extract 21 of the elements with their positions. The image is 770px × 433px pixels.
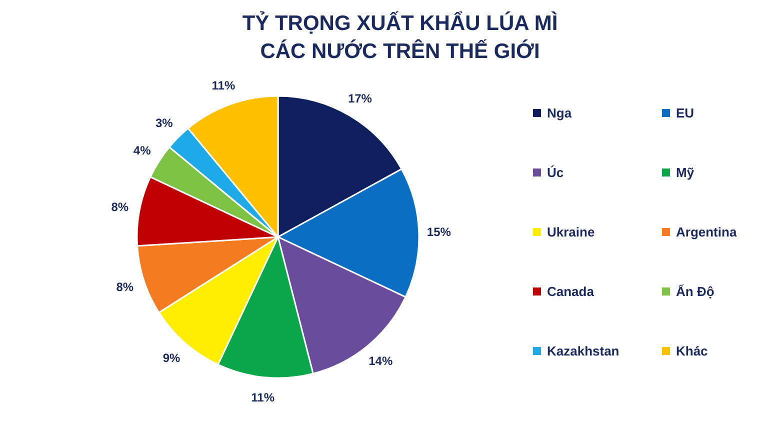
data-label: 9% [162,350,181,365]
legend-label: Khác [676,344,708,358]
legend-label: Mỹ [676,165,695,180]
legend-label: Kazakhstan [547,344,620,358]
legend-label: Canada [547,284,595,299]
data-label: 3% [155,116,174,130]
legend-label: Ukraine [547,224,595,240]
data-label: 14% [368,354,393,368]
legend-label: Ấn Độ [676,284,714,299]
data-label: 8% [111,200,129,214]
data-label: 17% [348,91,372,106]
data-label: 11% [212,78,236,93]
data-label: 8% [116,280,134,294]
data-label: 4% [133,144,152,158]
data-label: 15% [426,224,452,239]
legend-label: EU [676,106,694,120]
chart-title: TỶ TRỌNG XUẤT KHẨU LÚA MÌ CÁC NƯỚC TRÊN THẾ GIỚI [242,11,558,63]
legend-label: Úc [547,165,564,180]
legend-label: Argentina [676,224,738,240]
data-label: 11% [251,390,275,404]
legend-label: Nga [547,106,572,120]
